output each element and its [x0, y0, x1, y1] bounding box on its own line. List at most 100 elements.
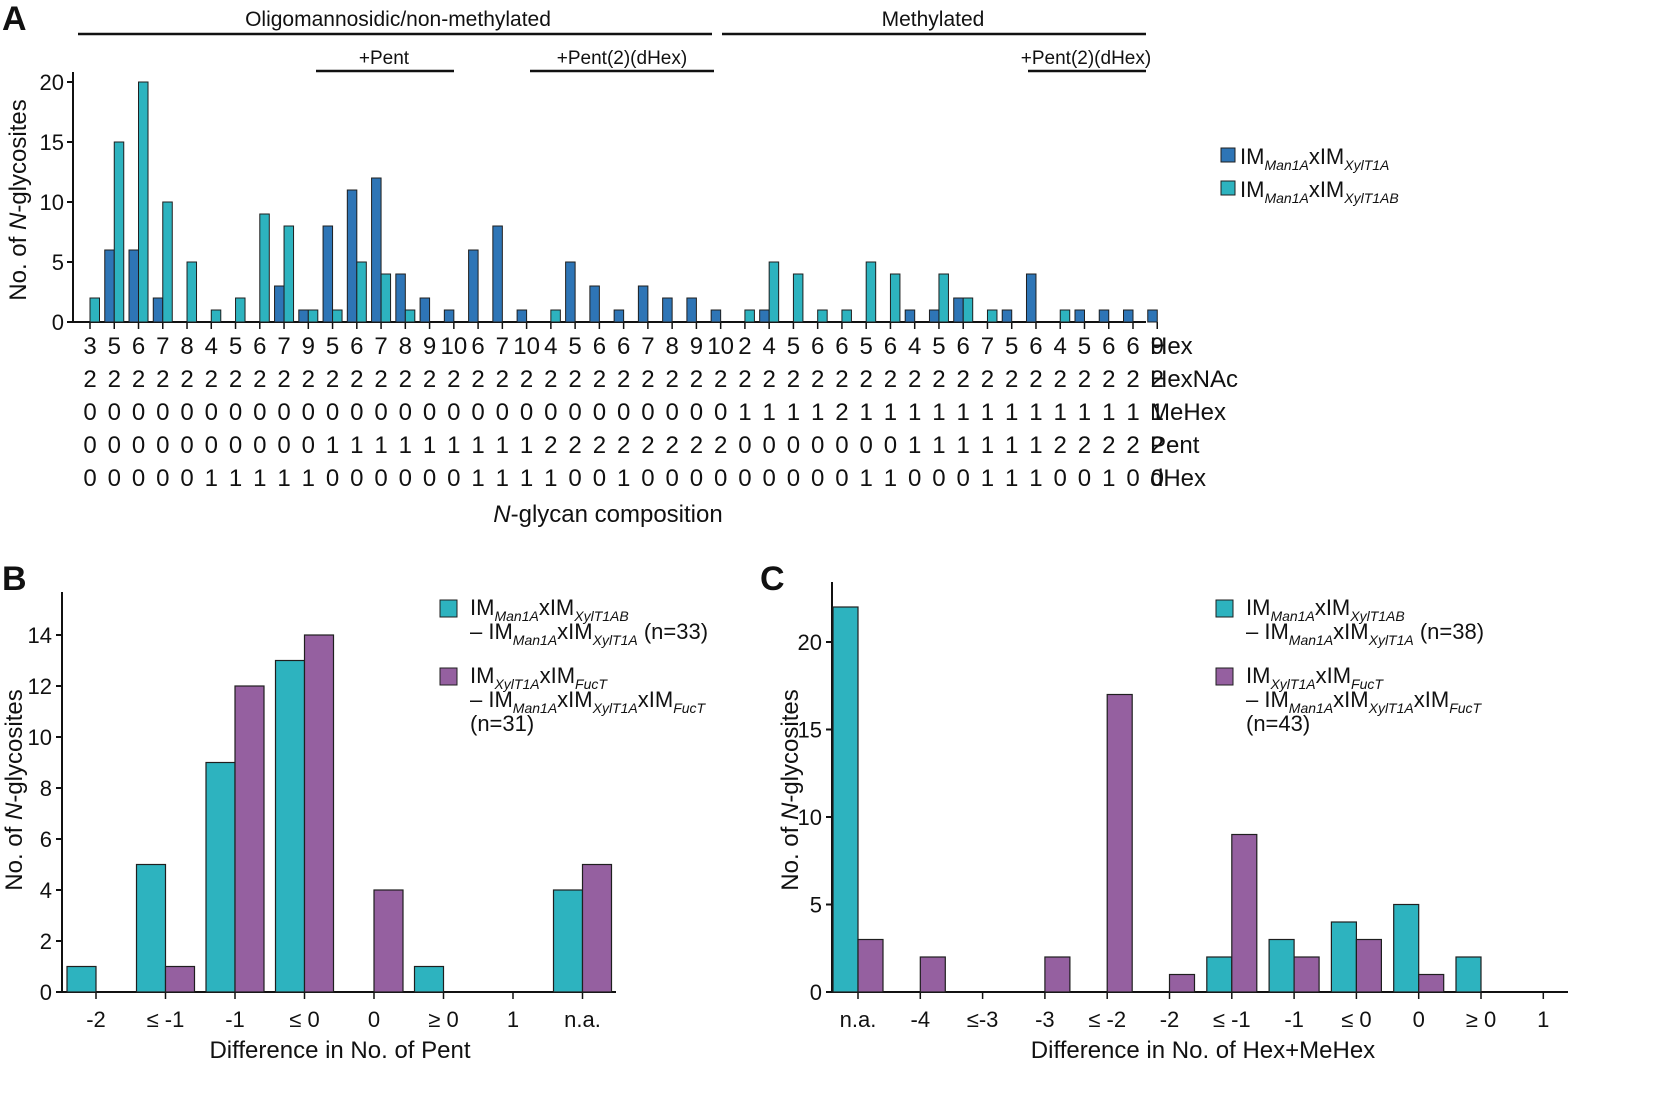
composition-mehex: 1: [811, 399, 824, 426]
composition-dhex: 0: [132, 465, 145, 492]
composition-hex: 6: [253, 333, 266, 360]
composition-dhex: 0: [447, 465, 460, 492]
panel-b-y-tick-label: 0: [40, 980, 52, 1005]
composition-hexnac: 2: [714, 366, 727, 393]
bar-xylt1ab: [283, 225, 295, 323]
composition-hexnac: 2: [496, 366, 509, 393]
composition-mehex: 0: [690, 399, 703, 426]
bar-xylt1ab: [938, 273, 949, 323]
composition-hexnac: 2: [762, 366, 775, 393]
composition-hex: 6: [884, 333, 897, 360]
subgroup-label-methyl-pent2-dhex: +Pent(2)(dHex): [1021, 48, 1151, 69]
panel-c-bar-purple: [857, 938, 884, 993]
composition-pent: 1: [908, 432, 921, 459]
bar-xylt1ab: [865, 261, 877, 323]
composition-hexnac: 2: [1005, 366, 1018, 393]
composition-hexnac: 2: [884, 366, 897, 393]
panel-c-bar-purple: [1168, 973, 1196, 993]
panel-a-ylabel: No. of N-glycosites: [5, 99, 32, 300]
panel-c-x-tick-label: -2: [1160, 1007, 1180, 1032]
composition-hex: 3: [83, 333, 96, 360]
composition-dhex: 0: [811, 465, 824, 492]
bar-xylt1a: [1123, 309, 1134, 323]
composition-pent: 0: [787, 432, 800, 459]
composition-mehex: 0: [180, 399, 193, 426]
composition-hexnac: 2: [132, 366, 145, 393]
composition-mehex: 0: [496, 399, 509, 426]
composition-hex: 4: [908, 333, 921, 360]
panel-b-bar-purple: [373, 889, 404, 993]
composition-dhex: 1: [229, 465, 242, 492]
panel-c-bar-purple: [1231, 833, 1258, 993]
composition-hexnac: 2: [156, 366, 169, 393]
composition-hexnac: 2: [738, 366, 751, 393]
composition-pent: 0: [229, 432, 242, 459]
composition-hex: 4: [544, 333, 557, 360]
panel-c-bar-teal: [1268, 938, 1295, 993]
composition-hexnac: 2: [108, 366, 121, 393]
composition-pent: 1: [1005, 432, 1018, 459]
composition-hex: 6: [835, 333, 848, 360]
composition-hex: 9: [690, 333, 703, 360]
panel-b-y-tick-label: 2: [40, 929, 52, 954]
composition-hex: 4: [762, 333, 775, 360]
composition-pent: 1: [471, 432, 484, 459]
bar-xylt1a: [419, 297, 431, 323]
composition-hex: 2: [738, 333, 751, 360]
bar-xylt1ab: [744, 309, 755, 323]
composition-mehex: 0: [617, 399, 630, 426]
panel-a-y-tick-label: 10: [40, 190, 64, 215]
panel-b-x-tick-label: 0: [368, 1007, 380, 1032]
composition-hex: 9: [423, 333, 436, 360]
panel-c-legend-line: IMMan1AxIMXylT1AB: [1246, 595, 1405, 624]
composition-mehex: 1: [762, 399, 775, 426]
composition-hexnac: 2: [593, 366, 606, 393]
composition-pent: 2: [641, 432, 654, 459]
bar-xylt1a: [904, 309, 916, 323]
panel-b-bar-teal: [66, 965, 97, 993]
composition-pent: 1: [423, 432, 436, 459]
panel-c-legend-line: IMXylT1AxIMFucT: [1246, 663, 1384, 692]
composition-hex: 5: [326, 333, 339, 360]
composition-mehex: 0: [641, 399, 654, 426]
composition-dhex: 0: [1151, 465, 1164, 492]
composition-mehex: 0: [326, 399, 339, 426]
composition-dhex: 1: [544, 465, 557, 492]
panel-a-xlabel: N-glycan composition: [493, 501, 722, 528]
composition-pent: 1: [496, 432, 509, 459]
composition-mehex: 0: [83, 399, 96, 426]
composition-dhex: 0: [180, 465, 193, 492]
panel-c-y-tick-label: 15: [798, 718, 822, 743]
composition-dhex: 1: [617, 465, 630, 492]
bar-xylt1a: [128, 249, 140, 323]
panel-c-bar-purple: [1044, 956, 1071, 993]
composition-pent: 2: [1102, 432, 1115, 459]
composition-dhex: 1: [1029, 465, 1042, 492]
panel-b-bar-purple: [581, 863, 613, 993]
composition-hex: 9: [302, 333, 315, 360]
panel-b-bar-purple: [164, 965, 196, 993]
composition-hexnac: 2: [205, 366, 218, 393]
panel-b-x-tick-label: ≤ 0: [289, 1007, 319, 1032]
composition-hex: 10: [707, 333, 734, 360]
composition-dhex: 1: [205, 465, 218, 492]
composition-pent: 1: [957, 432, 970, 459]
composition-mehex: 0: [277, 399, 290, 426]
composition-mehex: 0: [665, 399, 678, 426]
bar-xylt1a: [759, 309, 770, 323]
composition-hex: 6: [471, 333, 484, 360]
panel-c-y-tick-label: 5: [810, 893, 822, 918]
composition-dhex: 0: [423, 465, 436, 492]
composition-mehex: 1: [1005, 399, 1018, 426]
legend-label-xylt1ab: IMMan1AxIMXylT1AB: [1240, 177, 1399, 206]
bar-xylt1ab: [89, 297, 100, 323]
composition-hex: 5: [787, 333, 800, 360]
panel-c-bar-purple: [919, 956, 946, 993]
bar-xylt1a: [637, 285, 649, 323]
composition-mehex: 1: [957, 399, 970, 426]
panel-c-y-tick-label: 0: [810, 980, 822, 1005]
composition-hex: 5: [1078, 333, 1091, 360]
bar-xylt1ab: [986, 309, 998, 323]
composition-pent: 0: [811, 432, 824, 459]
composition-mehex: 0: [132, 399, 145, 426]
